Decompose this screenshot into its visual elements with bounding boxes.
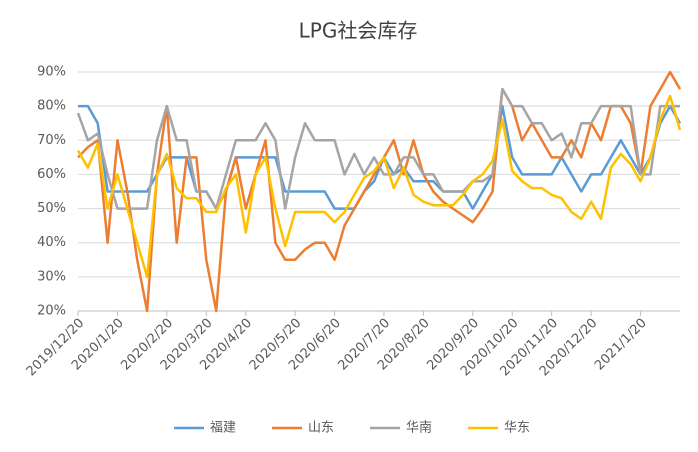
legend-label: 华南: [406, 420, 432, 436]
y-tick-label: 30%: [37, 269, 66, 284]
x-tick-label: 2021/1/20: [592, 316, 650, 374]
series-line: [76, 87, 680, 210]
legend-label: 华东: [504, 421, 530, 436]
series-line: [78, 104, 682, 210]
legend-label: 福建: [210, 421, 236, 436]
y-tick-label: 20%: [37, 304, 66, 319]
legend-label: 山东: [308, 421, 334, 436]
y-tick-label: 80%: [37, 99, 66, 114]
y-tick-label: 70%: [37, 133, 66, 148]
y-tick-label: 60%: [37, 167, 66, 182]
chart-title: LPG社会库存: [299, 19, 418, 43]
y-tick-label: 40%: [37, 235, 66, 250]
y-tick-label: 50%: [37, 201, 66, 216]
series-line: [76, 94, 682, 279]
y-tick-label: 90%: [37, 65, 66, 80]
